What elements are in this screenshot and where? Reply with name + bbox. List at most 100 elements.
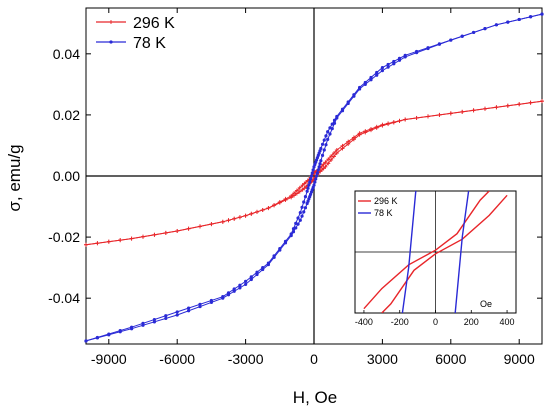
main-data-point [380,69,384,73]
main-data-point [314,177,318,181]
main-data-point [328,126,332,130]
main-data-point [494,23,498,27]
inset-x-tick-label: -200 [391,317,409,327]
main-y-tick-label: 0.02 [53,107,80,123]
main-data-point [226,291,231,295]
main-data-point [369,126,373,131]
main-data-point [319,159,323,163]
main-data-point [221,295,225,299]
main-data-point [260,207,265,212]
main-data-point [298,211,302,215]
main-data-point [272,254,276,258]
main-legend-label: 296 K [133,15,175,32]
main-data-point [226,218,231,223]
main-x-tick-label: 9000 [504,351,535,367]
inset-series-group [363,191,508,313]
main-data-point [141,321,145,325]
main-series-296k [84,99,544,247]
main-data-point [426,114,430,119]
main-data-point [187,306,191,310]
main-data-point [84,242,88,247]
main-data-point [472,30,476,35]
main-data-point [118,329,122,333]
main-legend-label: 78 K [133,35,166,52]
main-y-tick-label: -0.02 [48,229,80,245]
main-data-point [272,203,277,208]
main-data-point [312,165,316,169]
main-data-point [483,27,487,31]
main-data-point [320,153,325,157]
inset-series-78k [401,191,470,313]
main-data-point [249,211,254,216]
main-data-point [300,214,304,218]
main-data-point [300,205,304,209]
main-x-tick-label: -9000 [91,351,127,367]
main-data-point [107,332,111,336]
main-data-point [386,65,390,69]
main-data-point [323,164,328,169]
inset-series-line-descending [381,194,508,313]
main-data-point [335,114,339,119]
main-data-point [414,115,419,120]
main-data-point [255,209,259,214]
main-data-point [328,132,332,136]
main-data-point [313,180,317,184]
main-data-point [95,335,99,340]
main-data-point [346,100,350,104]
main-data-point [249,275,253,279]
main-data-point [302,200,306,204]
inset-x-axis-ticks: -400 -200 0 200 400 [355,310,515,327]
main-data-point [386,62,390,67]
main-data-point [317,165,321,169]
main-data-point [357,131,362,136]
main-legend: 296 K 78 K [96,15,175,52]
main-chart: -9000 -6000 -3000 0 3000 6000 9000 -0.04 -0.02 0… [5,7,544,407]
main-data-point [351,135,356,140]
main-data-point [529,15,533,19]
main-data-point [517,17,521,22]
main-data-point [528,100,533,105]
inset-legend-label: 78 K [374,208,393,218]
main-data-point [303,195,308,199]
main-data-point [297,185,302,190]
main-data-point [380,65,384,70]
main-data-point [294,188,299,193]
main-data-point [369,75,373,80]
main-data-point [300,183,305,188]
main-zero-lines [86,8,542,344]
main-data-point [483,106,487,111]
main-data-point [95,241,100,246]
main-data-point [311,168,315,172]
main-data-point [129,236,134,241]
main-data-point [277,199,282,204]
inset-zero-lines [355,191,516,313]
main-data-point [375,73,379,77]
main-data-point [186,226,191,231]
main-data-point [540,99,544,104]
inset-series-line-descending [454,191,470,313]
main-data-point [448,111,453,116]
main-x-tick-label: -6000 [159,351,195,367]
main-data-point [175,313,179,317]
main-data-point [244,282,248,287]
main-data-point [437,42,441,46]
main-data-point [232,287,236,291]
main-data-point [375,70,379,75]
main-y-tick-label: 0.04 [53,46,80,62]
main-data-point [152,232,157,237]
main-data-point [334,148,339,153]
main-data-point [326,161,331,166]
main-data-point [255,272,259,277]
main-data-point [232,216,237,221]
main-x-tick-label: -3000 [228,351,264,367]
main-data-point [238,283,242,287]
main-data-point [255,270,259,274]
main-data-point [329,154,334,159]
main-data-point [331,151,336,156]
main-data-point [283,239,288,243]
main-data-point [130,325,134,329]
main-series-78k [84,12,544,343]
inset-x-tick-label: 400 [500,317,515,327]
main-data-point [209,298,213,303]
